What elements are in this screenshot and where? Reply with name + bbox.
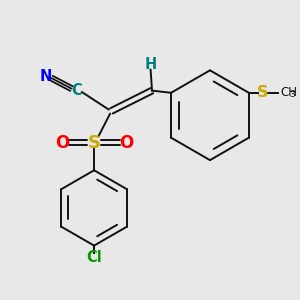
Text: S: S (88, 134, 100, 152)
Text: H: H (145, 57, 157, 72)
Text: O: O (119, 134, 133, 152)
Text: S: S (257, 85, 269, 100)
Text: Cl: Cl (86, 250, 102, 265)
Text: N: N (40, 69, 52, 84)
Text: CH: CH (280, 86, 297, 99)
Text: O: O (55, 134, 69, 152)
Text: 3: 3 (290, 90, 296, 99)
Text: C: C (71, 83, 82, 98)
